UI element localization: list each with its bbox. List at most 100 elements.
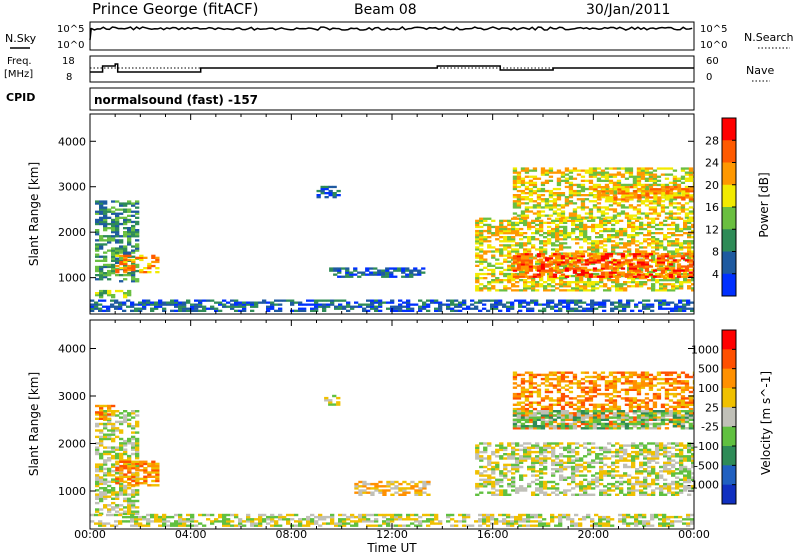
heatmap-cell [491,256,496,259]
heatmap-cell [604,263,610,266]
heatmap-cell [95,463,100,466]
heatmap-cell [503,453,508,456]
heatmap-cell [123,450,128,453]
heatmap-cell [516,171,522,174]
heatmap-cell [556,204,562,207]
heatmap-cell [611,476,616,479]
heatmap-cell [202,305,207,308]
heatmap-cell [611,468,616,471]
heatmap-cell [651,468,656,471]
heatmap-cell [535,281,540,284]
heatmap-cell [491,232,496,235]
heatmap-cell [644,198,650,201]
heatmap-cell [608,216,614,219]
heatmap-cell [524,214,530,217]
heatmap-cell [679,463,684,467]
heatmap-cell [115,264,120,268]
heatmap-cell [95,442,100,445]
heatmap-cell [479,450,484,454]
heatmap-cell [635,489,640,492]
heatmap-cell [576,183,582,187]
heatmap-cell [155,475,160,478]
heatmap-cell [623,242,628,245]
heatmap-cell [595,236,600,239]
heatmap-cell [528,275,534,278]
heatmap-cell [512,412,518,415]
heatmap-cell [568,216,574,219]
heatmap-cell [567,268,572,272]
heatmap-cell [398,299,403,302]
heatmap-cell [603,244,608,247]
heatmap-cell [242,309,247,312]
heatmap-cell [111,489,116,492]
heatmap-cell [642,305,647,308]
heatmap-cell [604,267,610,270]
heatmap-cell [548,179,554,182]
heatmap-cell [616,263,622,266]
heatmap-cell [560,214,566,217]
heatmap-cell [332,192,337,195]
heatmap-cell [487,229,492,233]
heatmap-cell [450,301,455,304]
heatmap-cell [515,448,520,452]
heatmap-cell [511,446,516,449]
heatmap-cell [572,183,578,187]
heatmap-cell [234,301,239,304]
heatmap-cell [95,417,100,420]
heatmap-cell [246,303,251,306]
heatmap-cell [528,265,534,268]
heatmap-cell [612,194,618,197]
heatmap-cell [518,309,523,312]
heatmap-cell [599,225,604,229]
heatmap-cell [544,189,550,193]
heatmap-cell [507,252,512,255]
heatmap-cell [559,442,564,445]
heatmap-cell [374,305,379,308]
heatmap-cell [567,219,572,222]
heatmap-cell [555,493,560,496]
heatmap-cell [635,270,640,274]
heatmap-cell [552,403,558,406]
heatmap-cell [691,465,694,469]
heatmap-cell [528,371,534,374]
heatmap-cell [607,279,612,282]
heatmap-cell [99,204,104,207]
heatmap-cell [648,253,654,256]
heatmap-cell [563,281,568,284]
heatmap-cell [547,225,552,229]
heatmap-cell [115,261,120,264]
heatmap-cell [605,196,610,199]
heatmap-cell [552,259,558,262]
heatmap-cell [119,257,124,260]
heatmap-cell [625,194,630,197]
heatmap-cell [524,257,530,260]
heatmap-cell [491,246,496,249]
heatmap-cell [334,307,339,310]
heatmap-cell [540,405,546,409]
heatmap-cell [688,169,694,172]
heatmap-cell [571,289,576,292]
heatmap-cell [590,305,595,308]
heatmap-cell [507,470,512,473]
heatmap-cell [532,206,538,209]
heatmap-cell [685,196,690,199]
heatmap-cell [683,470,688,473]
heatmap-cell [639,225,644,229]
heatmap-cell [512,261,518,264]
heatmap-cell [147,267,152,270]
heatmap-cell [639,465,644,469]
heatmap-cell [531,446,536,449]
heatmap-cell [597,198,602,201]
heatmap-cell [567,260,572,263]
heatmap-cell [595,248,600,251]
heatmap-cell [628,259,634,262]
heatmap-cell [544,377,550,381]
heatmap-cell [676,206,682,209]
heatmap-cell [474,305,479,308]
heatmap-cell [535,442,540,445]
heatmap-cell [135,439,140,443]
heatmap-cell [524,388,530,391]
heatmap-cell [665,196,670,199]
heatmap-cell [560,179,566,182]
heatmap-cell [679,485,684,488]
